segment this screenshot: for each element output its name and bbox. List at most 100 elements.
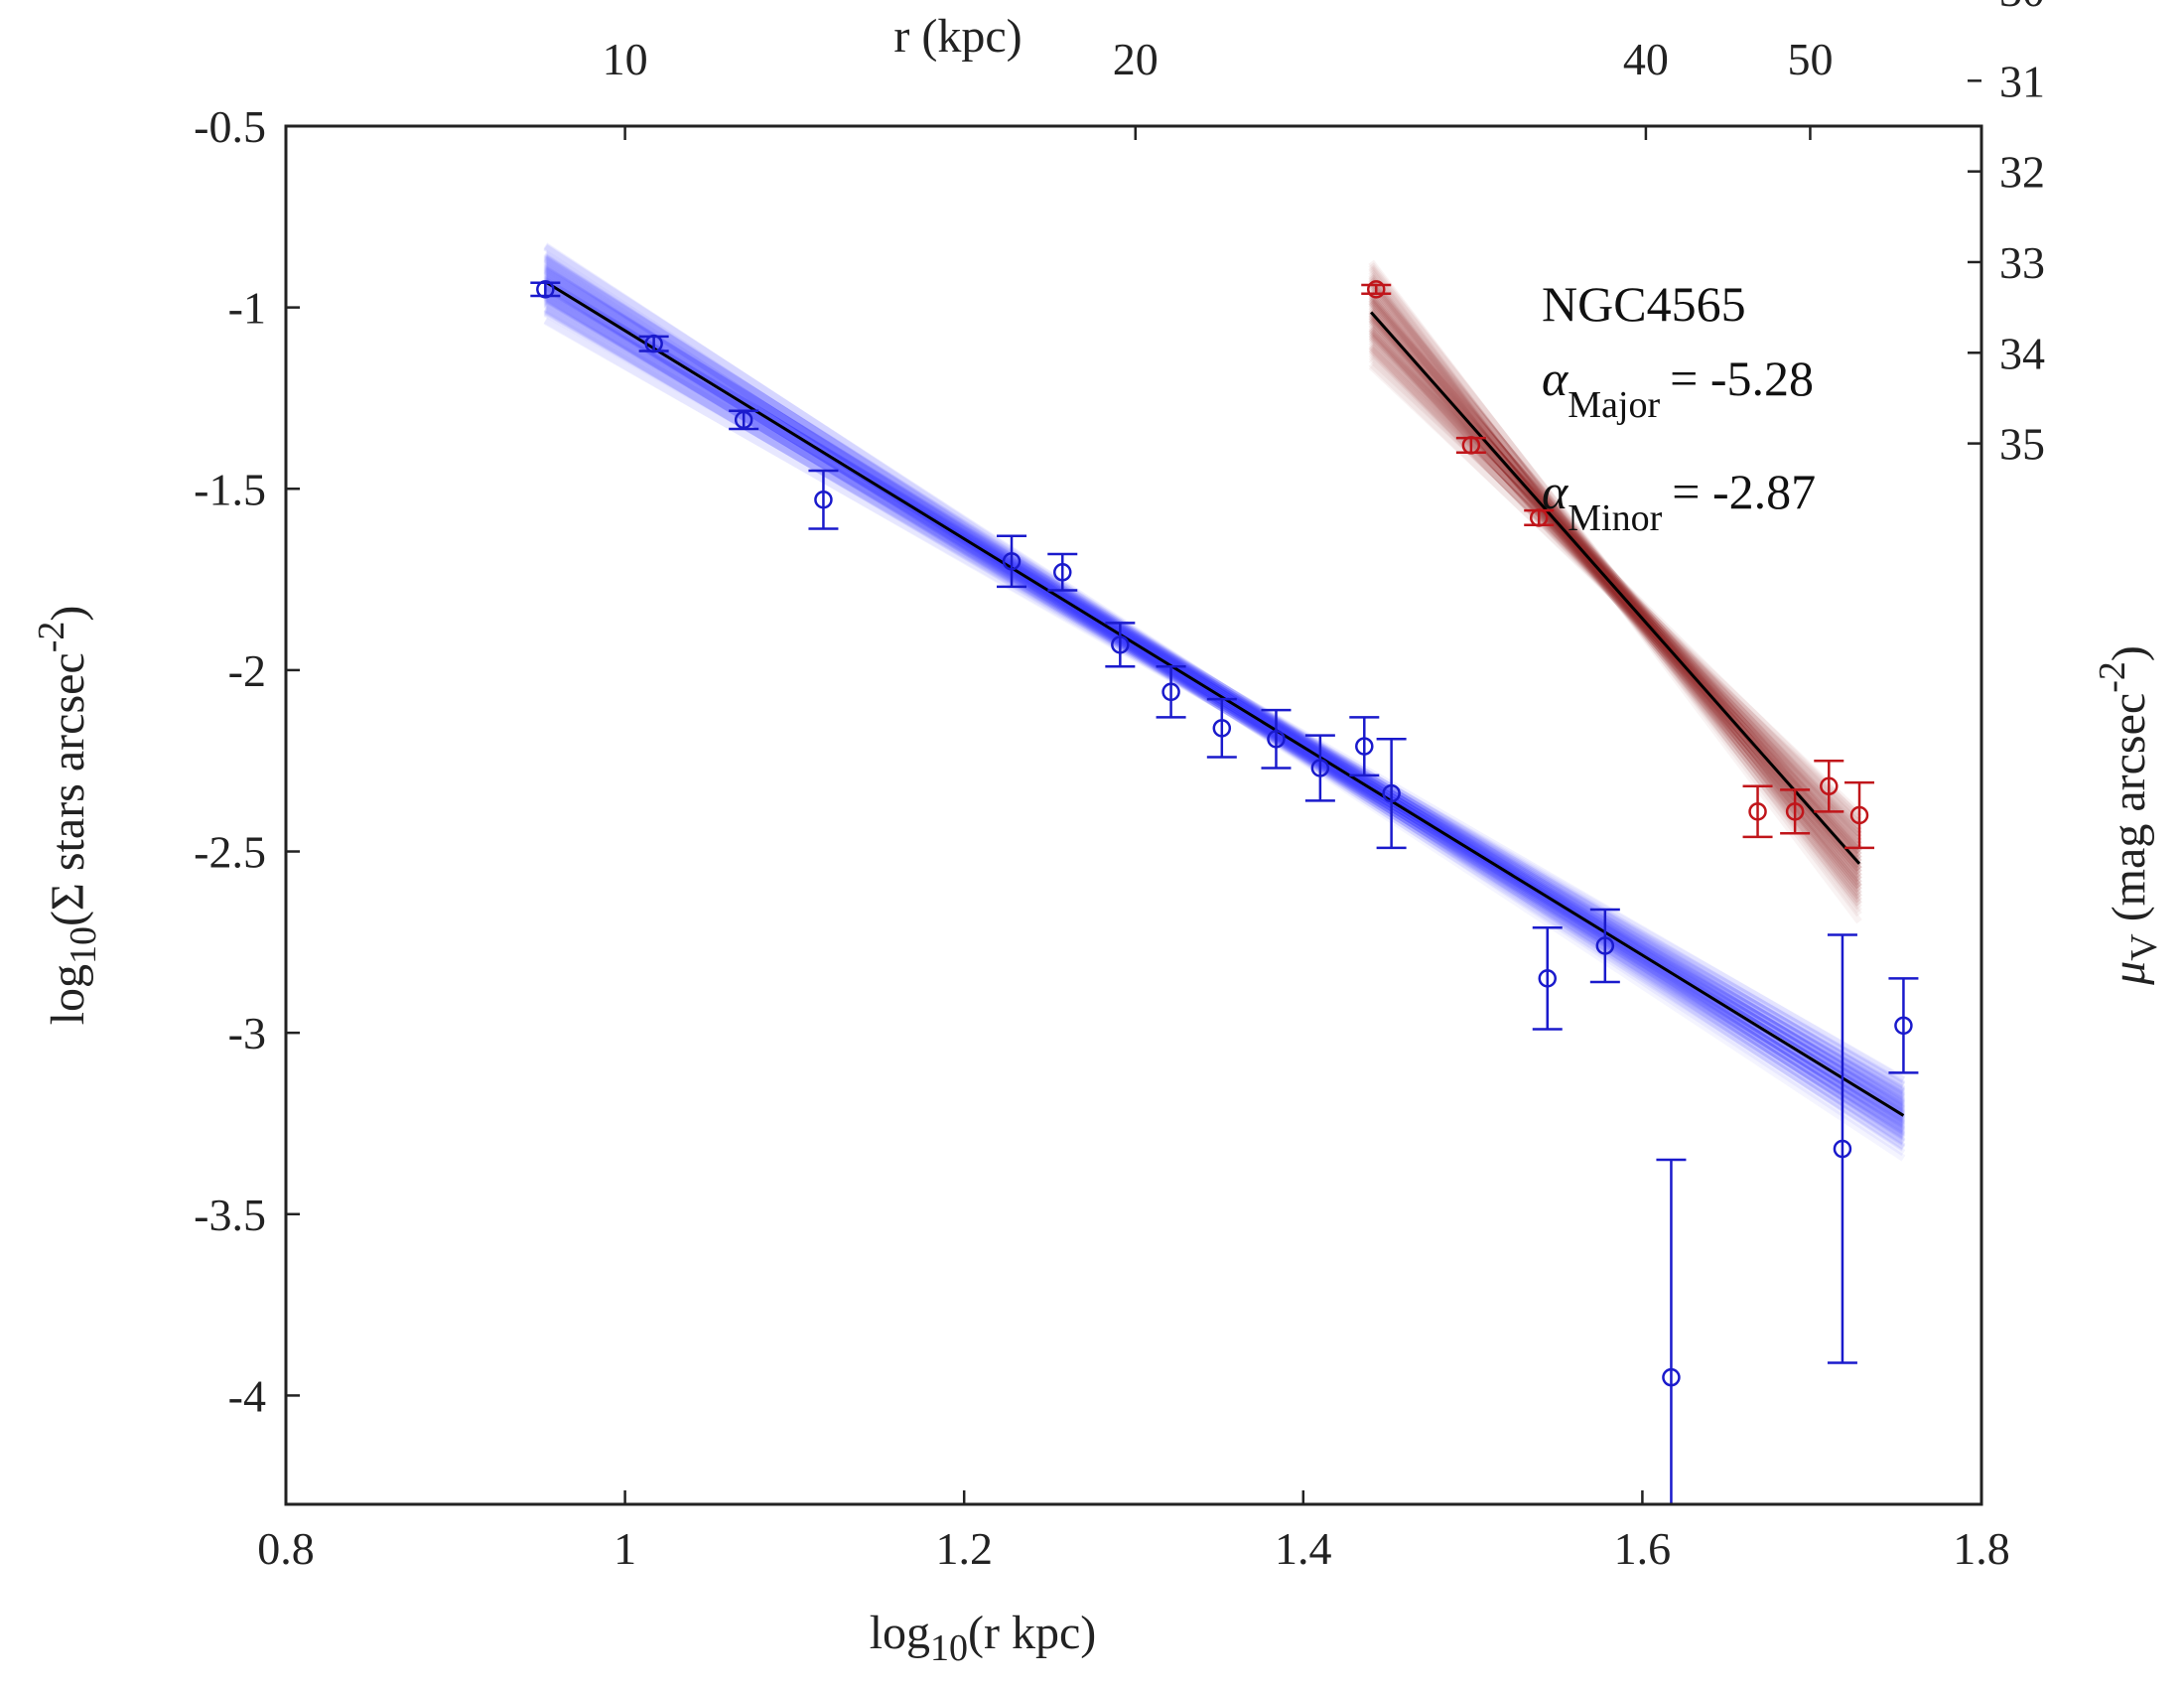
y-tick-label: -3.5 xyxy=(194,1190,266,1240)
fit-sample-line xyxy=(1368,299,1862,886)
fit-sample-line xyxy=(543,271,1906,1139)
top-tick-label: 40 xyxy=(1623,34,1669,84)
fit-sample-line xyxy=(1368,273,1862,924)
fit-sample-line xyxy=(543,302,1906,1082)
fit-layer xyxy=(543,242,1906,1162)
right-tick-label: 31 xyxy=(1999,56,2045,106)
alpha-minor-label: αMinor = -2.87 xyxy=(1542,464,1816,539)
data-point xyxy=(1529,508,1549,527)
fit-sample-line xyxy=(543,261,1906,1140)
fit-sample-line xyxy=(543,277,1906,1112)
data-point xyxy=(1212,719,1232,738)
data-point xyxy=(1662,1367,1681,1387)
fit-sample-line xyxy=(543,296,1906,1110)
y-axis-title: log10(Σ stars arcsec-2) xyxy=(31,606,104,1026)
fit-sample-line xyxy=(543,284,1906,1122)
fit-sample-line xyxy=(1368,331,1862,858)
data-point xyxy=(734,410,753,430)
x-tick-label: 1.6 xyxy=(1614,1523,1672,1574)
fit-sample-line xyxy=(543,301,1906,1088)
data-point xyxy=(1461,436,1481,455)
fit-sample-line xyxy=(543,265,1906,1124)
fit-sample-line xyxy=(543,242,1906,1142)
fit-sample-line xyxy=(543,258,1906,1157)
fit-sample-line xyxy=(1368,297,1862,862)
fit-sample-line xyxy=(543,307,1906,1103)
data-point xyxy=(1785,802,1805,821)
fit-sample-line xyxy=(543,291,1906,1089)
fit-sample-line xyxy=(543,289,1906,1100)
fit-sample-line xyxy=(1368,360,1862,837)
fit-sample-line xyxy=(1368,281,1862,904)
fit-sample-line xyxy=(1368,277,1862,886)
fit-sample-line xyxy=(1368,264,1862,890)
fit-sample-line xyxy=(1368,332,1862,827)
fit-sample-line xyxy=(1368,292,1862,876)
data-point xyxy=(1053,563,1072,582)
fit-sample-line xyxy=(1368,329,1862,834)
fit-sample-line xyxy=(543,293,1906,1126)
data-point xyxy=(1820,776,1839,796)
fit-sample-line xyxy=(543,283,1906,1127)
fit-sample-line xyxy=(1368,291,1862,907)
fit-sample-line xyxy=(543,266,1906,1118)
fit-sample-line xyxy=(1368,296,1862,893)
fit-sample-line xyxy=(543,281,1906,1138)
data-point xyxy=(644,334,663,353)
fit-sample-line xyxy=(543,306,1906,1109)
fit-sample-line xyxy=(1368,347,1862,816)
data-point xyxy=(536,280,555,299)
top-tick-label: 10 xyxy=(603,34,648,84)
fit-sample-line xyxy=(543,299,1906,1093)
fit-sample-line xyxy=(1368,344,1862,855)
fit-sample-line xyxy=(543,253,1906,1136)
points-layer xyxy=(530,280,1919,1504)
fit-sample-line xyxy=(543,260,1906,1146)
alpha-major-label: αMajor = -5.28 xyxy=(1542,351,1814,426)
data-point xyxy=(1894,1016,1913,1036)
fit-sample-line xyxy=(1368,274,1862,893)
data-point xyxy=(1595,936,1615,955)
fit-sample-line xyxy=(543,279,1906,1101)
fit-sample-line xyxy=(543,309,1906,1092)
data-point xyxy=(1833,1139,1852,1159)
fit-sample-line xyxy=(543,269,1906,1150)
data-point xyxy=(1161,682,1180,702)
y-tick-label: -3 xyxy=(228,1008,266,1058)
top-tick-label: 50 xyxy=(1787,34,1833,84)
fit-sample-line xyxy=(543,259,1906,1151)
best-fit-line xyxy=(1369,311,1861,865)
fit-sample-line xyxy=(543,292,1906,1083)
fit-sample-line xyxy=(1368,349,1862,841)
fit-sample-line xyxy=(1368,311,1862,883)
y-tick-label: -0.5 xyxy=(194,101,266,152)
right-axis-title: μV (mag arcsec-2) xyxy=(2092,645,2165,986)
fit-sample-line xyxy=(543,276,1906,1117)
fit-sample-line xyxy=(543,318,1906,1097)
y-tick-label: -1.5 xyxy=(194,464,266,514)
data-point xyxy=(1382,783,1401,803)
data-point xyxy=(814,490,833,509)
fit-sample-line xyxy=(1368,334,1862,851)
fit-sample-line xyxy=(543,249,1906,1152)
data-point xyxy=(1267,730,1286,749)
data-point xyxy=(1366,280,1386,299)
right-tick-label: 33 xyxy=(1999,237,2045,288)
fit-sample-line xyxy=(543,243,1906,1137)
fit-sample-line xyxy=(543,267,1906,1113)
galaxy-name: NGC4565 xyxy=(1542,276,1746,332)
x-tick-label: 1.2 xyxy=(935,1523,993,1574)
fit-sample-line xyxy=(543,257,1906,1162)
fit-sample-line xyxy=(543,273,1906,1128)
fit-sample-line xyxy=(543,256,1906,1119)
fit-sample-line xyxy=(1368,327,1862,841)
fit-sample-line xyxy=(1368,352,1862,834)
y-tick-label: -1 xyxy=(228,283,266,334)
x-tick-label: 1 xyxy=(614,1523,636,1574)
fit-sample-line xyxy=(543,254,1906,1130)
fit-sample-line xyxy=(543,294,1906,1121)
fit-sample-line xyxy=(1368,346,1862,848)
right-tick-label: 32 xyxy=(1999,147,2045,198)
top-tick-label: 20 xyxy=(1113,34,1159,84)
data-point xyxy=(1355,737,1374,756)
